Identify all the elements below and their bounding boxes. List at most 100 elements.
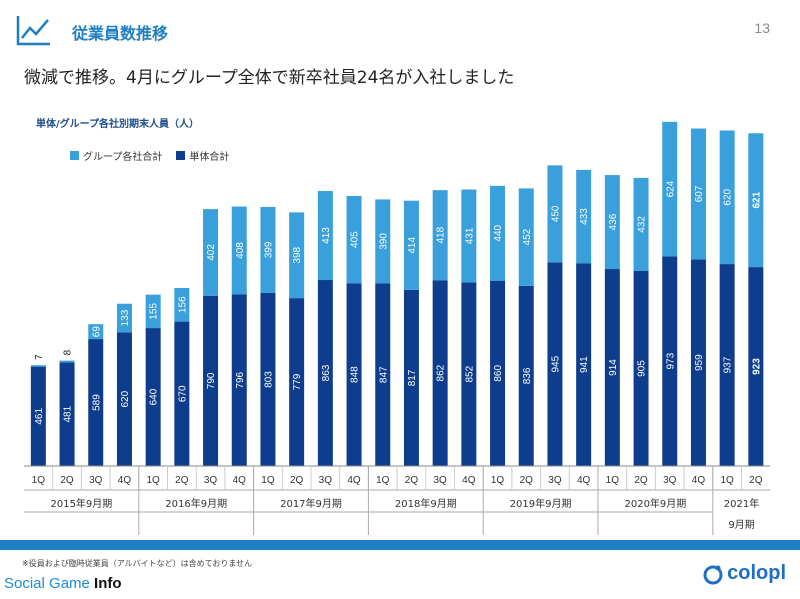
period-label: 2020年9月期 (624, 497, 686, 510)
x-tick-label: 1Q (720, 475, 734, 486)
data-label-group: 433 (579, 208, 590, 225)
bar-group (576, 169, 592, 264)
bar-group (690, 128, 706, 260)
period-label: 2021年 (724, 497, 759, 510)
data-label-single: 847 (378, 366, 389, 383)
page-number: 13 (754, 20, 770, 36)
data-label-single: 852 (464, 365, 475, 382)
data-label-group: 418 (436, 226, 447, 243)
data-label-single: 945 (550, 355, 561, 372)
bar-single (59, 362, 75, 466)
x-tick-label: 1Q (606, 475, 620, 486)
company-logo: colopl (702, 562, 786, 585)
data-label-single: 790 (206, 372, 217, 389)
data-label-group: 452 (522, 228, 533, 245)
brand-info: Info (94, 575, 122, 592)
x-tick-label: 2Q (749, 475, 763, 486)
data-label-group: 8 (63, 349, 74, 355)
x-tick-label: 3Q (433, 475, 447, 486)
headline: 微減で推移。4月にグループ全体で新卒社員24名が入社しました (24, 68, 515, 88)
bar-single (317, 280, 333, 466)
x-tick-label: 1Q (376, 475, 390, 486)
line-chart-icon (16, 16, 50, 46)
stacked-bar-chart: 461 7 481 8 589 69 620 133 640 155 670 156 790 402 796… (24, 121, 771, 535)
period-label: 2016年9月期 (165, 497, 227, 510)
data-label-group: 402 (206, 244, 217, 261)
data-label-single: 796 (235, 371, 246, 388)
data-label-group: 432 (637, 216, 648, 233)
x-tick-label: 2Q (520, 475, 534, 486)
period-label: 2017年9月期 (280, 497, 342, 510)
data-label-group: 431 (464, 227, 475, 244)
period-label: 2015年9月期 (50, 497, 112, 510)
data-label-single: 836 (522, 367, 533, 384)
bar-group (547, 165, 563, 263)
data-label-single: 670 (177, 385, 188, 402)
data-label-group: 133 (120, 309, 131, 326)
bar-group (203, 209, 219, 296)
data-label-group: 607 (694, 185, 705, 202)
bar-single (576, 263, 592, 466)
bar-single (116, 332, 132, 466)
bar-group (518, 188, 534, 286)
legend-item-single: 単体合計 (176, 148, 229, 163)
bar-single (662, 256, 678, 466)
bar-group (317, 191, 333, 281)
chart-legend: グループ各社合計 単体合計 (70, 148, 229, 163)
x-tick-label: 4Q (233, 475, 247, 486)
data-label-single: 905 (637, 360, 648, 377)
footnote: ※役員および臨時従業員（アルバイトなど）は含めておりません (22, 559, 253, 568)
data-label-group: 390 (378, 233, 389, 250)
x-tick-label: 1Q (32, 475, 46, 486)
data-label-single: 923 (751, 358, 762, 375)
x-tick-label: 4Q (118, 475, 132, 486)
legend-item-group: グループ各社合計 (70, 148, 162, 163)
data-label-single: 848 (350, 366, 361, 383)
data-label-single: 860 (493, 365, 504, 382)
legend-label-group: グループ各社合計 (83, 152, 163, 163)
bar-single (88, 339, 104, 466)
bar-single (490, 280, 506, 466)
bar-single (145, 328, 161, 466)
bar-single (547, 262, 563, 466)
bar-group (432, 190, 448, 281)
bar-single (690, 259, 706, 466)
bar-single (604, 269, 620, 466)
x-tick-label: 3Q (204, 475, 218, 486)
data-label-group: 398 (292, 246, 303, 263)
data-label-single: 863 (321, 364, 332, 381)
data-label-single: 973 (665, 352, 676, 369)
x-tick-label: 2Q (290, 475, 304, 486)
chart-title: 単体/グループ各社別期末人員（人） (36, 119, 200, 130)
data-label-group: 414 (407, 237, 418, 254)
bar-single (375, 283, 391, 466)
legend-label-single: 単体合計 (189, 152, 230, 163)
data-label-group: 624 (665, 180, 676, 197)
bar-group (289, 212, 305, 299)
data-label-group: 156 (177, 296, 188, 313)
bar-group (145, 294, 161, 329)
data-label-group: 620 (723, 188, 734, 205)
bar-group (490, 185, 506, 281)
data-label-group: 405 (350, 231, 361, 248)
bar-group (719, 130, 735, 265)
bar-group (403, 200, 419, 290)
period-label-line2: 9月期 (728, 519, 754, 531)
x-tick-label: 2Q (175, 475, 189, 486)
logo-text: colopl (727, 562, 786, 584)
bar-single (719, 264, 735, 466)
brand-watermark: Social Game Info (4, 575, 122, 592)
page-title: 従業員数推移 (72, 24, 169, 43)
data-label-single: 481 (63, 405, 74, 422)
bar-single (748, 267, 764, 466)
legend-swatch-single (176, 151, 186, 160)
data-label-group: 69 (91, 326, 102, 338)
bar-group (604, 175, 620, 270)
data-label-single: 914 (608, 359, 619, 376)
bar-group (231, 206, 247, 295)
x-tick-label: 1Q (146, 475, 160, 486)
data-label-single: 620 (120, 390, 131, 407)
bar-group (461, 189, 477, 283)
data-label-group: 408 (235, 242, 246, 259)
legend-swatch-group (70, 151, 79, 160)
